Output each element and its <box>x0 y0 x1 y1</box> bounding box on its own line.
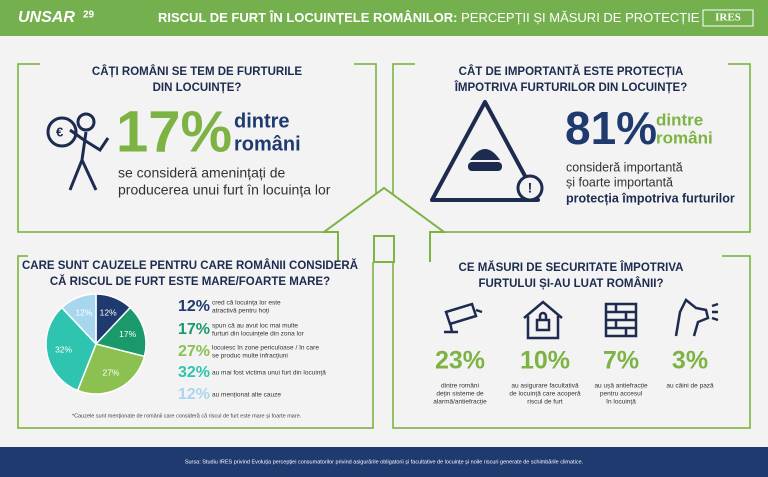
legend-label: se produc multe infracțiuni <box>212 353 288 360</box>
measure-description: riscul de furt <box>527 399 563 406</box>
partner-box <box>702 9 754 27</box>
slice-label: 32% <box>55 344 72 354</box>
description: se consideră amenințați de <box>118 165 286 181</box>
title-bold: RISCUL DE FURT ÎN LOCUINȚELE ROMÂNILOR: <box>158 10 457 25</box>
measure-percent: 7% <box>603 347 639 375</box>
chart-note: *Cauzele sunt menționate de românii care… <box>72 413 302 419</box>
measure-description: alarmă/antiefracție <box>433 399 487 406</box>
legend-label: spun că au avut loc mai multe <box>212 323 298 330</box>
legend-value: 32% <box>178 364 210 381</box>
pie-slice <box>76 343 146 395</box>
legend-label: atractivă pentru hoți <box>212 308 269 315</box>
panel-title: CÂȚI ROMÂNI SE TEM DE FURTURILE <box>92 65 303 78</box>
title-rest: PERCEPȚII ȘI MĂSURI DE PROTECȚIE <box>461 10 700 25</box>
pie-slice <box>45 306 97 392</box>
measure-description: dintre români <box>441 383 479 390</box>
logo-years: 29 <box>83 10 95 21</box>
measure-description: au ușă antiefracție <box>594 383 648 390</box>
title-gap <box>28 250 358 290</box>
footer-bar <box>0 447 768 477</box>
svg-text:!: ! <box>528 180 533 196</box>
measure-description: dețin sisteme de <box>436 391 484 398</box>
group-label: români <box>656 128 713 147</box>
pie-slice <box>94 306 147 358</box>
measure-percent: 3% <box>672 347 708 375</box>
legend-label: furturi din locuințele din zona lor <box>212 331 305 338</box>
header-title: RISCUL DE FURT ÎN LOCUINȚELE ROMÂNILOR: … <box>158 10 700 25</box>
measure-description: pentru accesul <box>600 391 643 398</box>
group-label: dintre <box>234 110 290 132</box>
legend-value: 17% <box>178 321 210 338</box>
measure-description: în locuință <box>605 399 636 406</box>
description: și foarte importantă <box>566 175 673 189</box>
house-door <box>373 235 395 263</box>
legend-label: locuiesc în zone periculoase / în care <box>212 345 319 352</box>
legend-label: au mai fost victima unui furt din locuin… <box>212 370 326 377</box>
slice-label: 17% <box>119 329 136 339</box>
logo: UNSAR <box>18 9 75 26</box>
house-outline <box>320 186 448 262</box>
description: consideră importantă <box>566 160 683 174</box>
title-gap <box>40 58 354 98</box>
slice-label: 12% <box>100 308 117 318</box>
big-percent: 81% <box>565 102 657 154</box>
legend-label: au menționat alte cauze <box>212 392 281 399</box>
panel-title: ÎMPOTRIVA FURTURILOR DIN LOCUINȚE? <box>454 81 688 94</box>
panel-title: CÂT DE IMPORTANTĂ ESTE PROTECȚIA <box>459 65 684 78</box>
measure-description: au câini de pază <box>666 383 714 390</box>
header-bar <box>0 0 768 36</box>
panel-title: CE MĂSURI DE SECURITATE ÎMPOTRIVA <box>459 261 684 274</box>
legend-value: 12% <box>178 386 210 403</box>
measure-description: au asigurare facultativă <box>511 383 579 390</box>
pie-slice <box>60 293 97 346</box>
title-gap <box>415 58 728 98</box>
group-label: dintre <box>656 110 703 129</box>
euro-icon: € <box>56 124 63 139</box>
legend-value: 12% <box>178 298 210 315</box>
measure-percent: 23% <box>435 347 485 375</box>
thief-icon <box>46 112 110 191</box>
panel-title: FURTULUI ȘI-AU LUAT ROMÂNII? <box>478 277 663 290</box>
description: producerea unui furt în locuința lor <box>118 182 331 198</box>
measure-icons <box>444 298 719 340</box>
footer-source: Sursa: Studiu IRES privind Evoluția perc… <box>185 459 584 465</box>
measure-description: de locuință care acoperă <box>509 391 581 398</box>
group-label: români <box>234 133 301 155</box>
legend-label: cred că locuința lor este <box>212 300 281 307</box>
warning-icon: ! <box>430 100 544 202</box>
big-percent: 17% <box>116 99 232 164</box>
title-gap <box>420 250 722 290</box>
legend-value: 27% <box>178 343 210 360</box>
chart-title: CARE SUNT CAUZELE PENTRU CARE ROMÂNII CO… <box>22 259 358 272</box>
slice-label: 12% <box>75 308 92 318</box>
partner: IRES <box>715 12 741 24</box>
slice-label: 27% <box>102 368 119 378</box>
panel-title: DIN LOCUINȚE? <box>153 82 242 94</box>
chart-title: CĂ RISCUL DE FURT ESTE MARE/FOARTE MARE? <box>50 275 330 288</box>
description-bold: protecția împotriva furturilor <box>566 191 735 205</box>
measure-percent: 10% <box>520 347 570 375</box>
